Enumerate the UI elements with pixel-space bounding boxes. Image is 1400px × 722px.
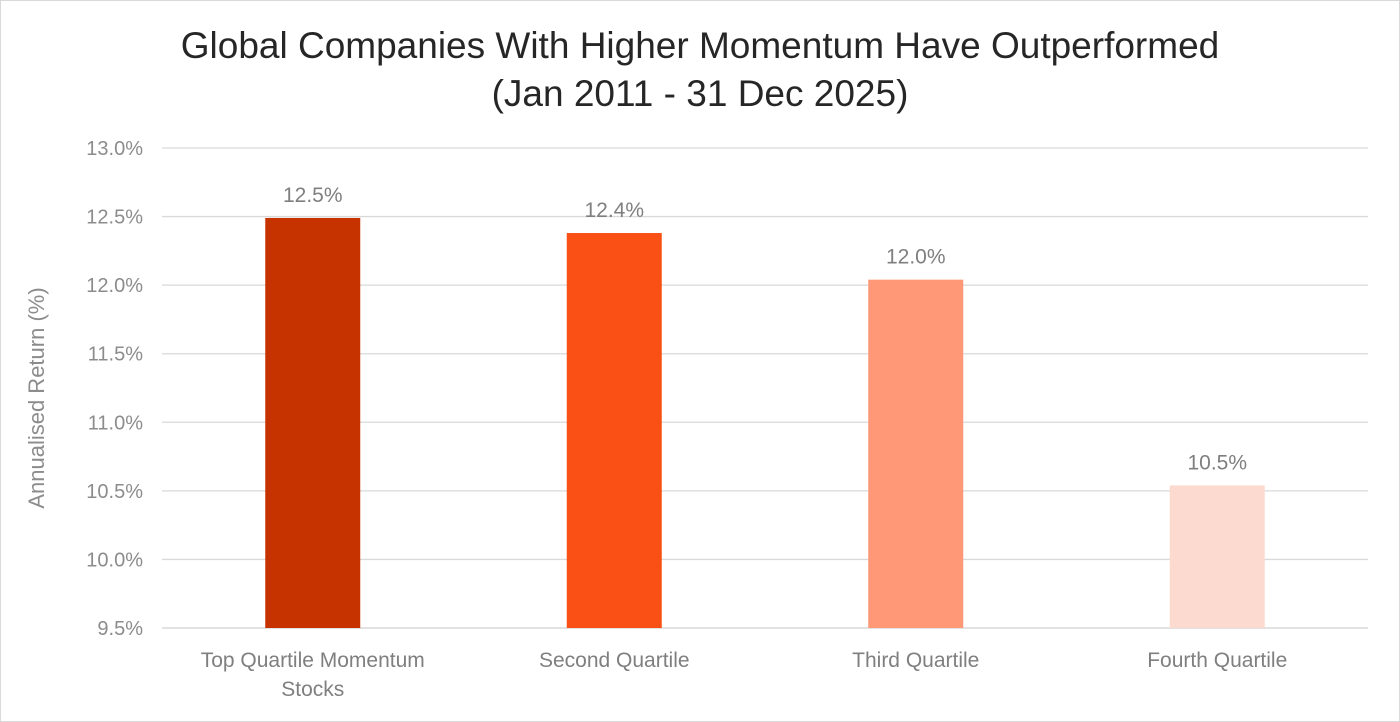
bar — [566, 233, 662, 628]
x-category-label: Stocks — [281, 678, 344, 701]
y-tick-label: 10.5% — [86, 481, 143, 503]
x-category-label: Second Quartile — [539, 649, 690, 672]
y-tick-label: 13.0% — [86, 138, 143, 160]
bars — [265, 217, 1265, 628]
y-tick-label: 10.0% — [86, 549, 143, 571]
y-tick-label: 11.0% — [88, 412, 143, 434]
y-tick-label: 11.5% — [88, 344, 143, 366]
y-tick-label: 9.5% — [97, 618, 143, 640]
y-axis-label: Annualised Return (%) — [24, 287, 49, 508]
bar — [265, 217, 361, 628]
x-category-label: Top Quartile Momentum — [201, 649, 425, 672]
chart-title: Global Companies With Higher Momentum Ha… — [0, 22, 1400, 118]
y-tick-label: 12.5% — [86, 207, 143, 229]
data-label: 12.5% — [283, 184, 343, 207]
gridlines — [162, 147, 1368, 629]
data-label: 12.0% — [886, 246, 946, 269]
chart-title-line-2: (Jan 2011 - 31 Dec 2025) — [491, 73, 909, 114]
chart-title-line-1: Global Companies With Higher Momentum Ha… — [180, 25, 1220, 66]
bar — [868, 279, 964, 628]
x-axis-categories: Top Quartile Momentum Stocks Second Quarti… — [201, 649, 1288, 701]
data-label: 10.5% — [1187, 451, 1247, 474]
x-category-label: Fourth Quartile — [1147, 649, 1287, 672]
y-axis-ticks: 9.5% 10.0% 10.5% 11.0% 11.5% 12.0% 12.5% 13.0% — [86, 138, 143, 640]
bar — [1169, 485, 1265, 628]
data-label: 12.4% — [584, 199, 644, 222]
x-category-label: Third Quartile — [852, 649, 979, 672]
y-tick-label: 12.0% — [86, 275, 143, 297]
data-labels: 12.5% 12.4% 12.0% 10.5% — [283, 184, 1247, 474]
